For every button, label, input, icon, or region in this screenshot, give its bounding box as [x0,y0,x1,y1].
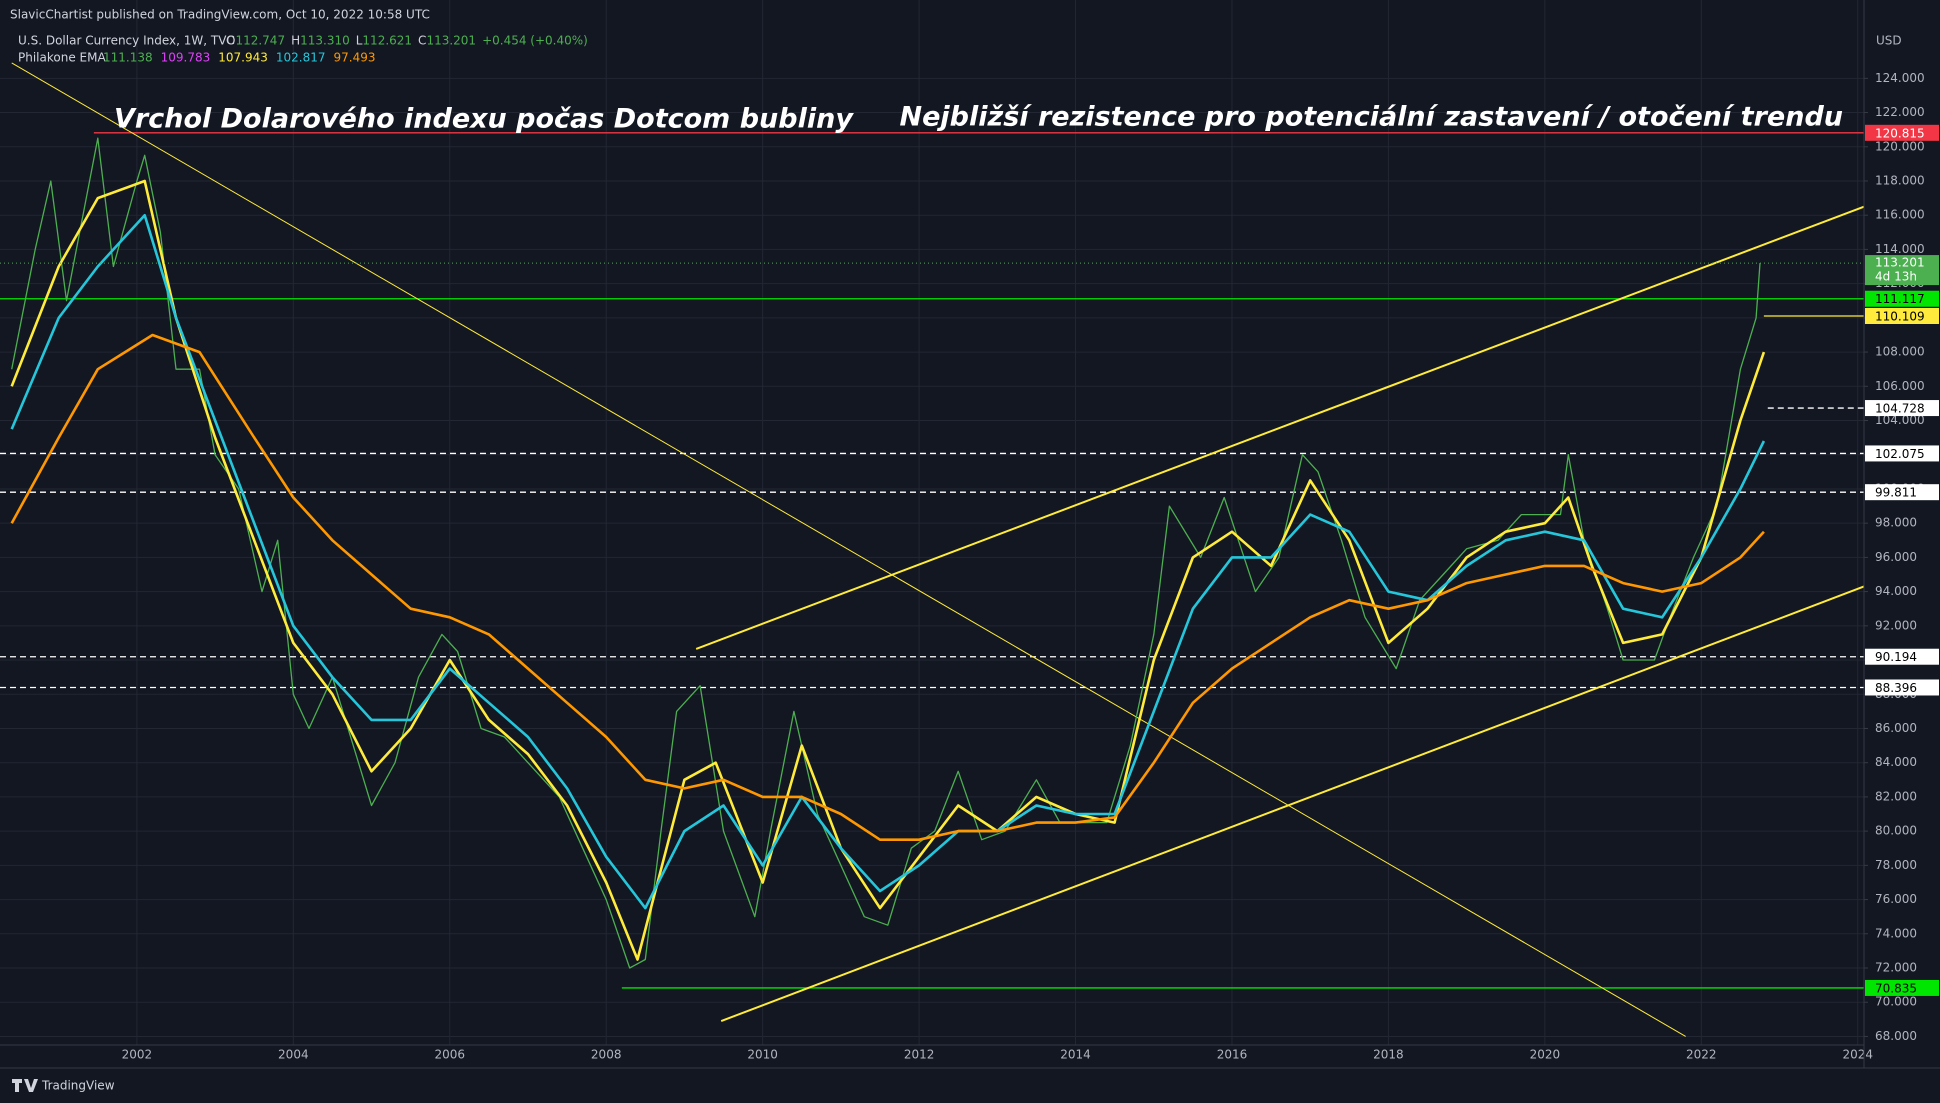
level-label: 99.811 [1875,486,1917,500]
x-tick-label: 2014 [1060,1048,1091,1062]
trend-line [11,62,1686,1037]
x-tick-label: 2002 [122,1048,153,1062]
level-label: 90.194 [1875,650,1917,664]
indicator-value: 107.943 [218,51,268,65]
y-tick-label: 96.000 [1875,550,1917,564]
ohlc-value: 113.310 [300,34,350,48]
footer-logo: TradingView [12,1079,115,1093]
ohlc-change: +0.454 (+0.40%) [482,34,588,48]
y-tick-label: 104.000 [1875,413,1925,427]
grid: 68.000 70.000 72.000 74.000 76.000 78.000 80.0… [0,0,1925,1062]
y-tick-label: 120.000 [1875,139,1925,153]
ohlc-key: C [418,34,426,48]
level-label: 111.117 [1875,292,1925,306]
x-tick-label: 2004 [278,1048,309,1062]
level-label: 102.075 [1875,447,1925,461]
y-tick-label: 80.000 [1875,824,1917,838]
y-tick-label: 98.000 [1875,516,1917,530]
level-label-box [1865,124,1939,141]
level-label: 70.835 [1875,981,1917,995]
y-tick-label: 124.000 [1875,71,1925,85]
ema-line [10,213,1766,910]
y-tick-label: 108.000 [1875,345,1925,359]
x-tick-label: 2024 [1842,1048,1873,1062]
x-tick-label: 2006 [434,1048,465,1062]
ohlc-key: O [226,34,235,48]
x-tick-label: 2010 [747,1048,778,1062]
level-label: 104.728 [1875,402,1925,416]
ema-line [10,333,1765,841]
annotation: Vrchol Dolarového indexu počas Dotcom bu… [114,104,854,135]
level-label-box [1865,679,1939,696]
indicator-value: 109.783 [161,51,211,65]
published: SlavicChartist published on TradingView.… [10,8,430,22]
ohlc-key: L [356,34,363,48]
x-tick-label: 2012 [904,1048,935,1062]
ohlc-value: 113.201 [426,34,476,48]
ohlc-key: H [291,34,300,48]
y-tick-label: 68.000 [1875,1029,1917,1043]
x-tick-label: 2018 [1373,1048,1404,1062]
ema-line [10,179,1766,961]
symbol-title: U.S. Dollar Currency Index, 1W, TVC [18,34,235,48]
y-tick-label: 74.000 [1875,926,1917,940]
y-tick-label: 76.000 [1875,892,1917,906]
ohlc: O 112.747 H 113.310 L 112.621 C 113.201 +0.454 (… [226,34,588,48]
y-tick-label: 82.000 [1875,789,1917,803]
y-tick-label: 72.000 [1875,961,1917,975]
x-tick-label: 2008 [591,1048,622,1062]
y-tick-label: 84.000 [1875,755,1917,769]
y-tick-label: 106.000 [1875,379,1925,393]
y-tick-label: 78.000 [1875,858,1917,872]
level-label: 120.815 [1875,126,1925,140]
x-tick-label: 2022 [1686,1048,1717,1062]
last-price-box [1865,255,1939,286]
level-label-box [1865,445,1939,462]
currency: USD [1876,34,1902,48]
annotation: Nejbližší rezistence pro potenciální zas… [900,102,1843,133]
level-label-box [1865,290,1939,307]
y-tick-label: 116.000 [1875,208,1925,222]
logo [12,1079,38,1092]
indicator-value: 97.493 [334,51,376,65]
trend-line [695,205,1865,650]
x-tick-label: 2016 [1217,1048,1248,1062]
y-tick-label: 118.000 [1875,173,1925,187]
trend-line [720,585,1865,1022]
level-label: 88.396 [1875,681,1917,695]
level-label-box [1865,400,1939,417]
last-price-label: 113.201 [1875,256,1925,270]
level-label-box [1865,484,1939,501]
level-label: 110.109 [1875,309,1925,323]
countdown: 4d 13h [1875,270,1917,284]
level-label-box [1865,979,1939,996]
ohlc-value: 112.621 [362,34,412,48]
footer-brand: TradingView [41,1079,115,1093]
y-tick-label: 122.000 [1875,105,1925,119]
indicator-values: 111.138 109.783 107.943 102.817 97.493 [103,51,376,65]
x-tick-label: 2020 [1530,1048,1561,1062]
y-tick-label: 86.000 [1875,721,1917,735]
y-tick-label: 92.000 [1875,618,1917,632]
indicator-value: 111.138 [103,51,153,65]
indicator-name: Philakone EMA [18,51,106,65]
ohlc-value: 112.747 [235,34,285,48]
indicator-value: 102.817 [276,51,326,65]
y-tick-label: 114.000 [1875,242,1925,256]
level-label-box [1865,648,1939,665]
y-tick-label: 70.000 [1875,995,1917,1009]
y-tick-label: 94.000 [1875,584,1917,598]
levels: 120.815 111.117 110.109 104.728 102.075 99.81… [0,124,1939,996]
level-label-box [1865,307,1939,324]
